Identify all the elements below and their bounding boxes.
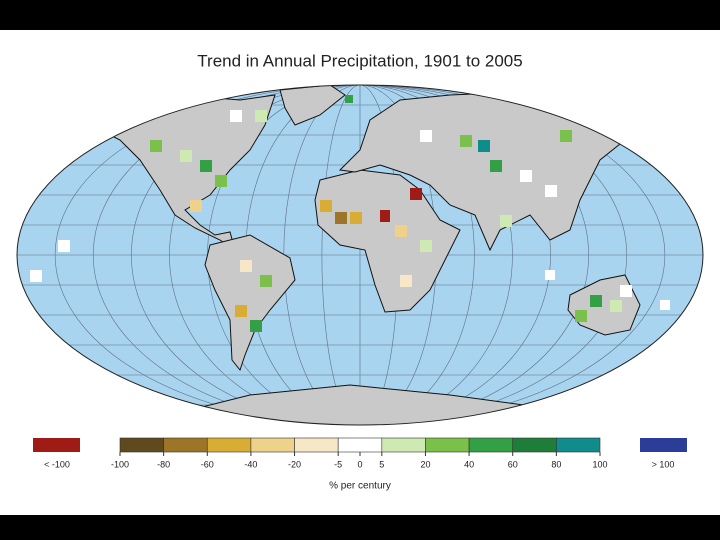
legend-swatch (294, 437, 339, 453)
legend-tick-label: 80 (551, 459, 561, 469)
eurasia (338, 91, 631, 252)
greenland (279, 85, 346, 126)
legend-low-swatch (33, 438, 80, 452)
land (30, 85, 670, 425)
legend-low-label: < -100 (44, 459, 70, 469)
legend-tick-label: 60 (508, 459, 518, 469)
legend-tick-label: -40 (244, 459, 257, 469)
legend-unit: % per century (329, 481, 391, 492)
legend-swatch (206, 437, 252, 453)
legend-tick-label: -5 (334, 459, 342, 469)
legend-tick-label: 100 (592, 459, 607, 469)
legend-high-swatch (640, 438, 687, 452)
legend-swatch (250, 437, 295, 453)
legend-swatch (512, 437, 557, 453)
africa (314, 169, 461, 313)
legend-tick-label: 5 (379, 459, 384, 469)
legend-swatch (163, 437, 208, 453)
map-border (16, 84, 704, 426)
legend-swatch (119, 437, 164, 453)
north-america (89, 94, 276, 252)
color-legend: % per century -100 -80 -60 -40 -20 -5 0 5 20 40 60… (33, 437, 687, 492)
legend-swatch (556, 437, 601, 453)
legend-tick-label: -100 (111, 459, 129, 469)
legend-swatch (337, 437, 383, 453)
legend-tick-label: 20 (420, 459, 430, 469)
south-america (204, 234, 296, 372)
legend-tick-label: 0 (357, 459, 362, 469)
legend-swatch (425, 437, 470, 453)
legend-swatch (468, 437, 514, 453)
legend-tick-label: -20 (288, 459, 301, 469)
map-title: Trend in Annual Precipitation, 1901 to 2… (197, 51, 522, 70)
legend-tick-label: -80 (157, 459, 170, 469)
legend-swatch (381, 437, 426, 453)
antarctica (148, 384, 562, 425)
trend-cells (30, 95, 670, 332)
legend-tick-label: -60 (201, 459, 214, 469)
legend-tick-label: 40 (464, 459, 474, 469)
legend-high-label: > 100 (652, 459, 675, 469)
